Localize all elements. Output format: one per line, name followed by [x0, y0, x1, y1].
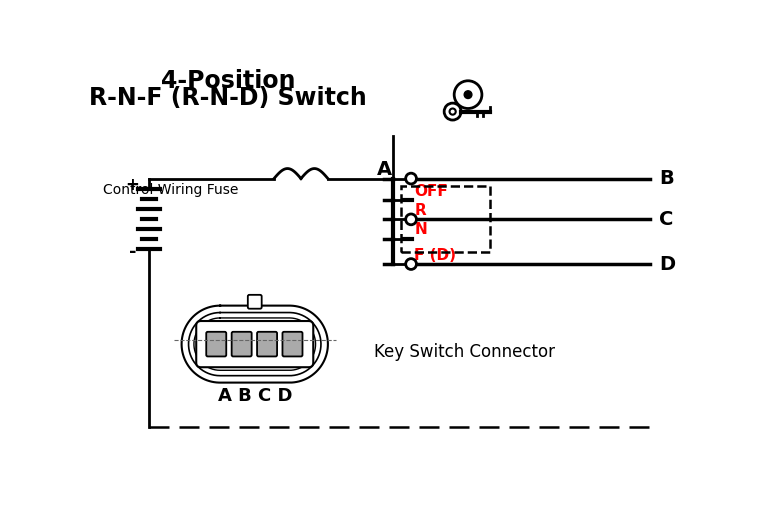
Circle shape [406, 173, 416, 184]
Circle shape [454, 81, 482, 109]
Bar [401, 186, 489, 253]
Text: R-N-F (R-N-D) Switch: R-N-F (R-N-D) Switch [89, 86, 366, 110]
Text: 4-Position: 4-Position [160, 69, 295, 93]
Circle shape [450, 109, 456, 115]
Circle shape [444, 103, 461, 120]
FancyBboxPatch shape [232, 332, 252, 356]
FancyBboxPatch shape [248, 295, 261, 309]
Text: B: B [659, 169, 674, 188]
Bar [220, 305, 290, 383]
Polygon shape [182, 305, 328, 383]
Wedge shape [182, 305, 220, 383]
Bar [220, 318, 290, 370]
FancyBboxPatch shape [196, 321, 313, 367]
Circle shape [406, 259, 416, 269]
Text: Key Switch Connector: Key Switch Connector [374, 343, 555, 361]
Text: A: A [376, 160, 391, 179]
FancyBboxPatch shape [257, 332, 277, 356]
FancyBboxPatch shape [206, 332, 226, 356]
Polygon shape [194, 318, 315, 370]
Text: F (D): F (D) [414, 247, 456, 262]
Text: N: N [414, 222, 427, 237]
Polygon shape [188, 313, 321, 376]
Text: -: - [128, 243, 136, 261]
Text: C: C [659, 210, 673, 229]
Text: Control Wiring Fuse: Control Wiring Fuse [103, 183, 239, 197]
Bar [220, 313, 290, 376]
Circle shape [406, 214, 416, 225]
Circle shape [464, 91, 472, 98]
Text: R: R [414, 203, 426, 218]
Text: A B C D: A B C D [217, 387, 292, 405]
Text: +: + [125, 176, 139, 194]
FancyBboxPatch shape [283, 332, 302, 356]
Text: D: D [659, 254, 675, 273]
Wedge shape [290, 305, 328, 383]
Text: OFF: OFF [414, 184, 448, 198]
